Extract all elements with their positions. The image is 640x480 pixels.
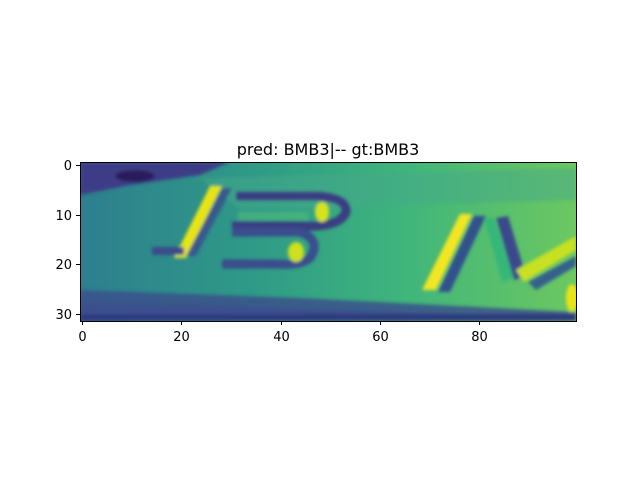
letter-b-foot (152, 247, 184, 255)
letter-b-left-stroke-bright (174, 186, 222, 258)
right-edge-highlight (566, 284, 576, 312)
y-tick-label-10: 10 (55, 209, 72, 224)
bottom-edge (80, 314, 576, 321)
letter-b-upper-bowl (232, 191, 351, 231)
y-tick-label-0: 0 (64, 159, 72, 174)
x-tick-label-0: 0 (78, 330, 86, 345)
letter-b-left-stroke-shadow (186, 188, 232, 256)
letter-b-lower-bowl (222, 227, 319, 269)
y-tick-label-30: 30 (55, 308, 72, 323)
letter-m-stroke-2-bright (484, 218, 514, 282)
letter-b-highlight-bottom (288, 242, 304, 262)
letter-m-stroke-2-shadow (496, 216, 526, 280)
image-panel (80, 162, 576, 321)
figure-title: pred: BMB3|-- gt:BMB3 (237, 140, 420, 159)
x-tick-label-20: 20 (173, 330, 190, 345)
x-tick-label-40: 40 (273, 330, 290, 345)
letter-m-stroke-3-shadow (528, 256, 576, 290)
x-tick-label-60: 60 (372, 330, 389, 345)
letter-m-stroke-1-bright (422, 214, 472, 290)
lower-dark-stripe (80, 290, 576, 318)
x-axis: 0 20 40 60 80 (78, 321, 488, 345)
letter-m-stroke-3-bright (516, 236, 576, 282)
letter-b-highlight-top (315, 202, 329, 222)
x-tick-label-80: 80 (471, 330, 488, 345)
dark-spot (115, 170, 155, 182)
letter-m-stroke-1-shadow (438, 216, 486, 292)
letter-b-middle-bright (238, 212, 308, 220)
axes-frame (80, 162, 577, 322)
y-axis: 0 10 20 30 (55, 159, 80, 323)
y-tick-label-20: 20 (55, 258, 72, 273)
dark-corner-region (80, 162, 230, 195)
